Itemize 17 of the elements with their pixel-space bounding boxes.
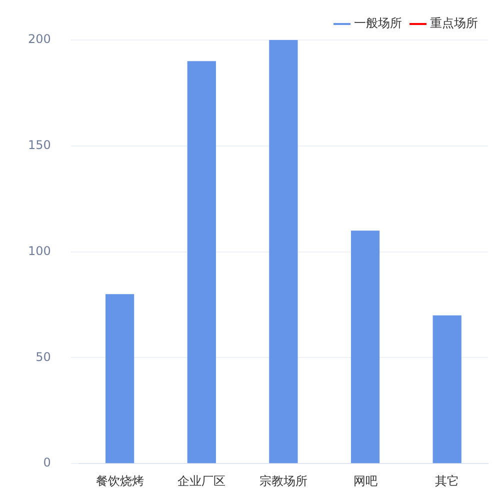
x-tick-label: 餐饮烧烤 [96, 474, 144, 488]
bar [269, 40, 298, 464]
legend-label: 一般场所 [354, 16, 402, 30]
y-tick-label: 0 [43, 456, 51, 470]
x-tick-label: 其它 [435, 474, 460, 488]
bar [350, 230, 380, 464]
y-tick-label: 100 [28, 244, 51, 258]
y-tick-label: 50 [36, 350, 51, 364]
x-tick-label: 企业厂区 [178, 474, 226, 488]
y-tick-label: 200 [28, 32, 51, 46]
x-tick-label: 网吧 [353, 474, 378, 488]
y-tick-label: 150 [28, 138, 51, 152]
bar [105, 294, 134, 464]
bar [187, 61, 216, 464]
bar [432, 315, 462, 464]
legend-label: 重点场所 [430, 16, 478, 30]
x-tick-label: 宗教场所 [259, 474, 308, 488]
